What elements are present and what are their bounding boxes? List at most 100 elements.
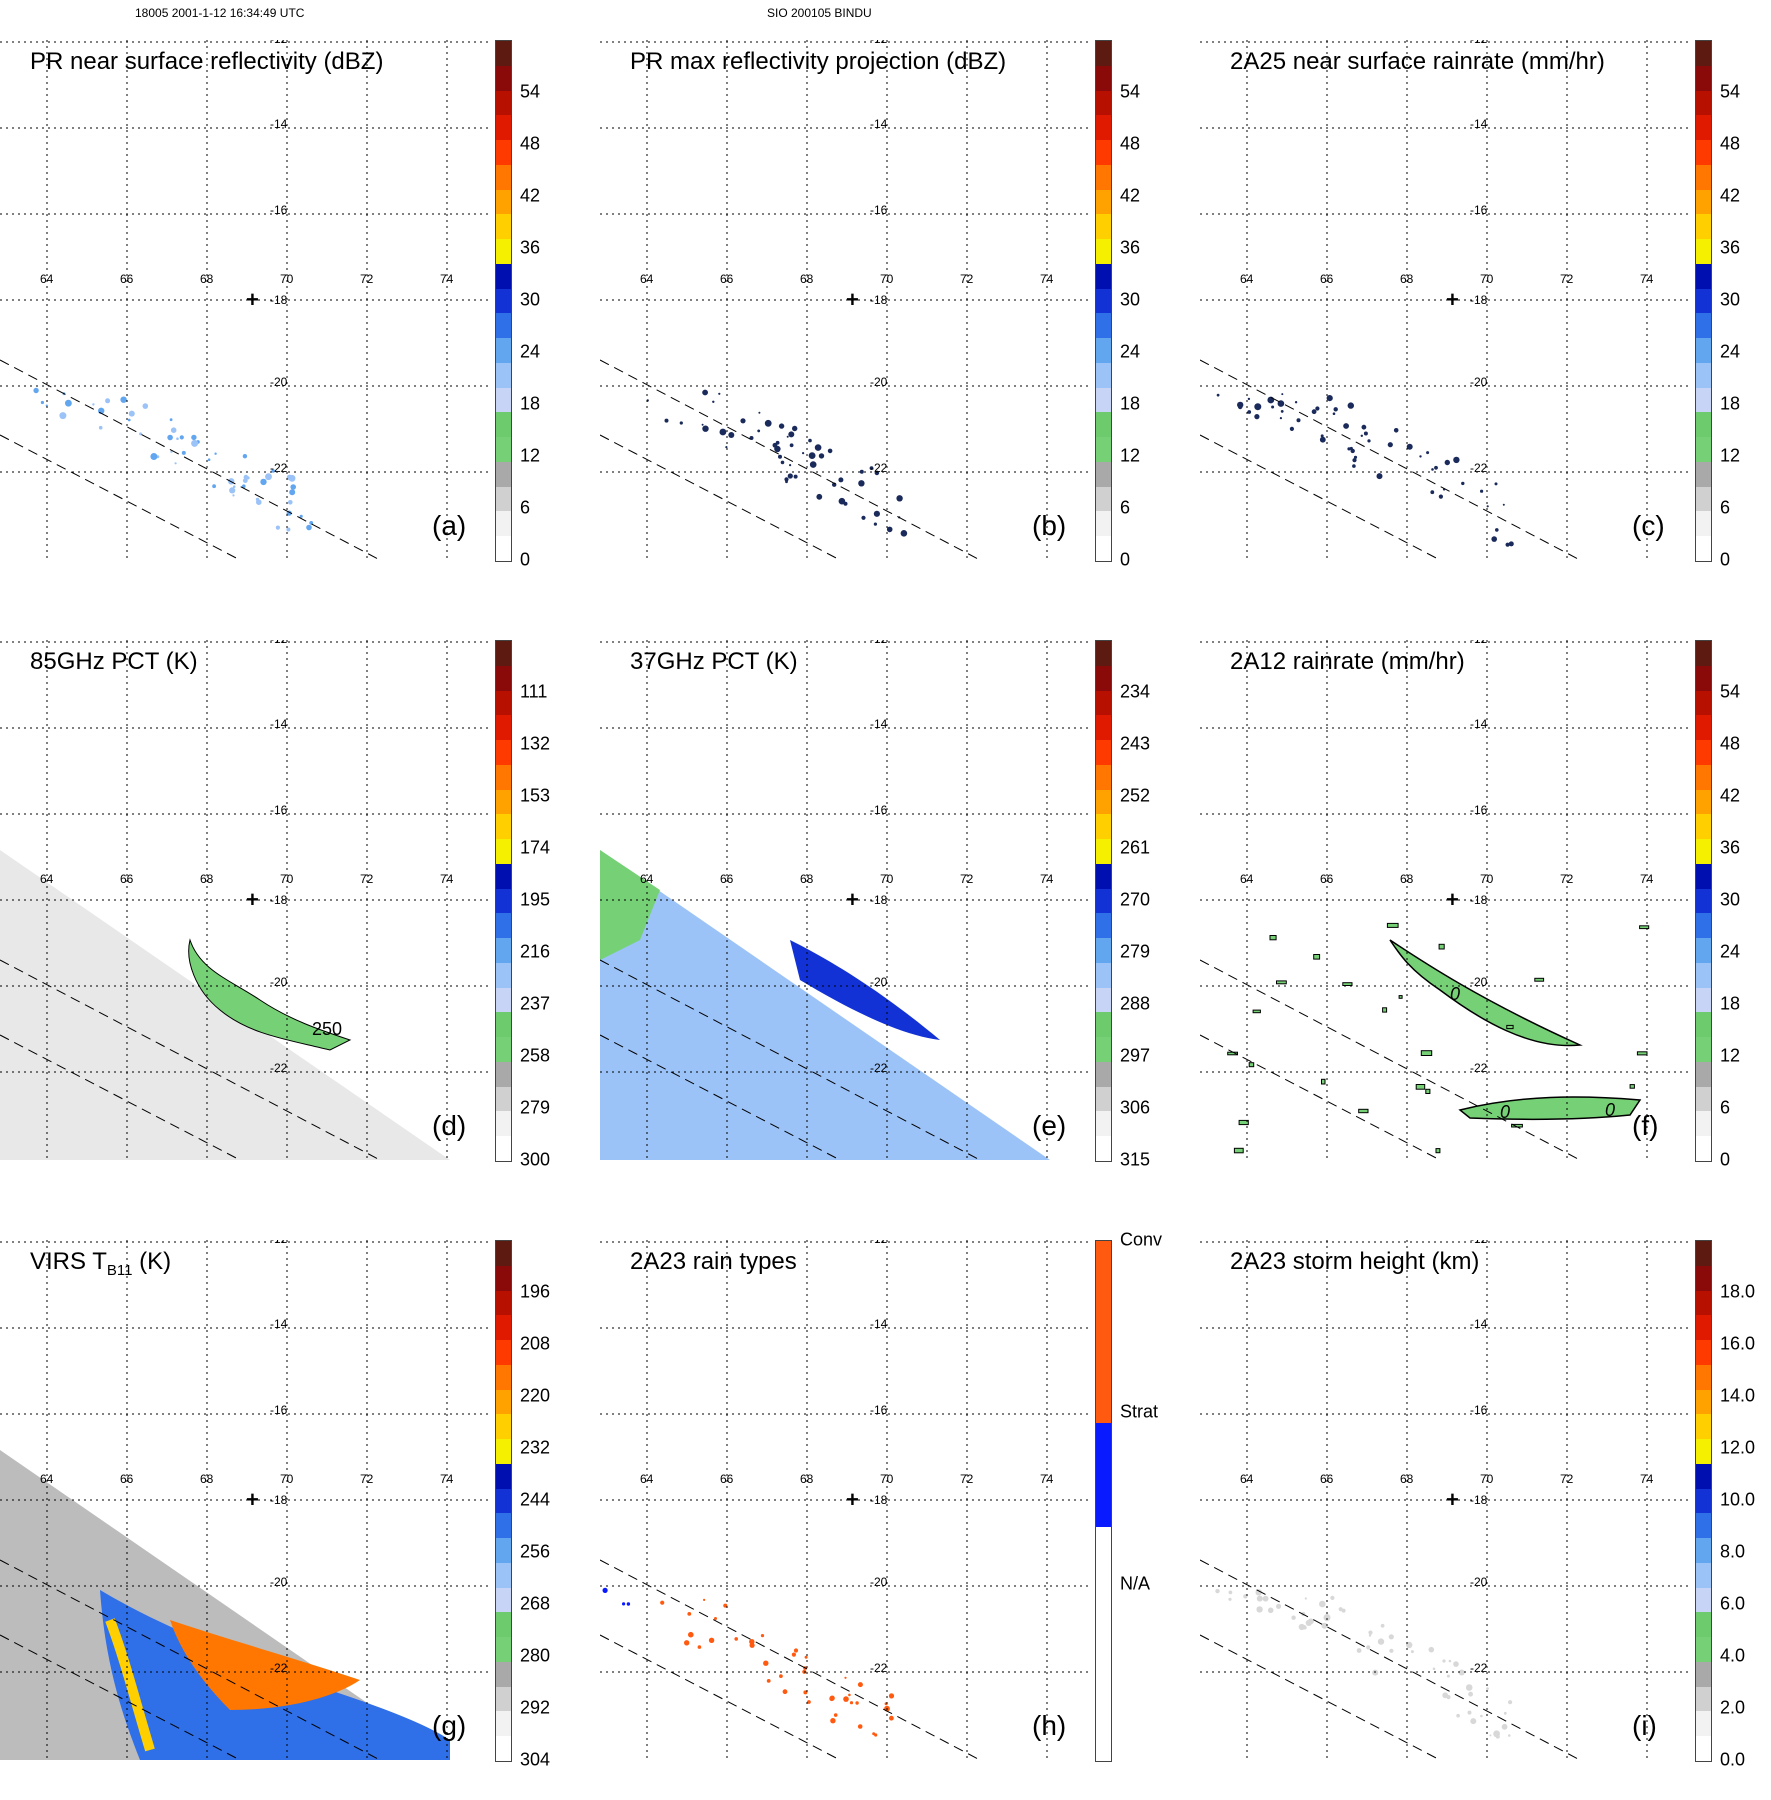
colorbar-segment <box>1096 764 1111 790</box>
colorbar-tick-label: 6 <box>1720 1097 1731 1118</box>
colorbar-tick-label: 24 <box>1720 341 1741 362</box>
rain-band <box>1389 939 1583 1047</box>
lon-tick-label: 66 <box>720 272 734 286</box>
rain-pixel <box>793 474 798 479</box>
colorbar-segment <box>1696 486 1711 512</box>
colorbar-segment <box>496 387 511 413</box>
colorbar-segment <box>1096 115 1111 140</box>
colorbar-segment <box>1096 140 1111 165</box>
colorbar-segment <box>1696 1086 1711 1112</box>
panel-letter: (b) <box>1032 510 1067 541</box>
colorbar-segment <box>496 338 511 363</box>
rain-pixel <box>1382 1007 1388 1013</box>
rain-pixel <box>1267 1607 1274 1614</box>
rain-pixel <box>1326 395 1333 402</box>
colorbar-segment <box>1096 1111 1111 1136</box>
rain-pixel <box>1358 1108 1369 1114</box>
colorbar-segment <box>1096 164 1111 190</box>
rain-pixel <box>232 485 236 489</box>
rain-pixel <box>1431 468 1434 471</box>
colorbar-segment <box>496 536 511 561</box>
colorbar-segment <box>1696 690 1711 716</box>
colorbar-segment <box>1696 288 1711 314</box>
rain-pixel <box>271 469 276 473</box>
swath-edge <box>1200 1034 1441 1160</box>
lat-tick-label: -12 <box>270 640 288 646</box>
colorbar-tick-label: 12 <box>1720 1045 1741 1066</box>
colorbar-segment <box>496 511 511 536</box>
rain-pixel <box>170 450 173 453</box>
colorbar-tick-label: 42 <box>1120 185 1141 206</box>
colorbar-tick-label: 18 <box>520 393 541 414</box>
rain-pixel <box>1415 1084 1426 1090</box>
lat-tick-label: -12 <box>1470 640 1488 646</box>
colorbar-tick-label: 304 <box>520 1749 551 1770</box>
colorbar-segment <box>1696 338 1711 363</box>
lat-tick-label: -16 <box>1470 1403 1488 1417</box>
rain-pixel <box>1276 980 1287 985</box>
rain-pixel <box>1629 1084 1635 1089</box>
colorbar-segment <box>496 140 511 165</box>
colorbar-tick-label: 12 <box>1120 445 1141 466</box>
colorbar-tick-label: 261 <box>1120 837 1151 858</box>
title-subscript: B11 <box>106 1261 133 1279</box>
colorbar-segment <box>1096 288 1111 314</box>
rain-pixel <box>212 484 217 489</box>
rain-pixel <box>816 493 823 500</box>
colorbar-segment <box>1696 1538 1711 1563</box>
colorbar-segment <box>1096 1037 1111 1062</box>
lon-tick-label: 70 <box>880 1472 894 1486</box>
rain-pixel <box>1453 1661 1459 1667</box>
rain-pixel <box>1271 405 1275 409</box>
colorbar-segment <box>1096 1086 1111 1112</box>
data-field <box>646 389 908 537</box>
colorbar-segment <box>1696 214 1711 239</box>
lat-tick-label: -14 <box>270 717 288 731</box>
colorbar-tick-label: 288 <box>1120 993 1151 1014</box>
lon-tick-label: 70 <box>280 272 294 286</box>
swath-edge <box>1200 359 1581 560</box>
lon-tick-label: 72 <box>960 872 974 886</box>
colorbar-tick-label: 280 <box>520 1645 551 1666</box>
lat-tick-label: -14 <box>270 117 288 131</box>
colorbar-segment <box>1696 1315 1711 1340</box>
colorbar-segment <box>1096 437 1111 462</box>
colorbar-tick-label: 54 <box>520 81 541 102</box>
rain-pixel <box>1393 428 1399 433</box>
rain-pixel <box>1333 407 1338 412</box>
colorbar-tick-label: Strat <box>1120 1401 1159 1422</box>
lon-tick-label: 74 <box>440 1472 454 1486</box>
colorbar-tick-label: 6 <box>1720 497 1731 518</box>
rain-pixel <box>869 466 874 470</box>
panel-title: 2A12 rainrate (mm/hr) <box>1230 648 1465 675</box>
rain-pixel <box>1353 455 1358 459</box>
rain-pixel <box>1503 1711 1507 1715</box>
colorbar-segment <box>1096 90 1111 116</box>
colorbar-segment <box>496 164 511 190</box>
colorbar-tick-label: 12.0 <box>1720 1437 1756 1458</box>
rain-band <box>1458 1096 1642 1120</box>
colorbar-tick-label: 256 <box>520 1541 551 1562</box>
rain-pixel <box>260 478 267 486</box>
colorbar-segment <box>1096 715 1111 740</box>
map-plot: -12 -14 -16 -18 -20 -22 64 66 68 70 72 74 + <box>600 40 1090 560</box>
rain-type-pixel <box>803 1690 808 1695</box>
rain-pixel <box>1315 406 1320 411</box>
rain-pixel <box>740 418 746 424</box>
rain-pixel <box>214 452 217 455</box>
rain-pixel <box>65 399 72 407</box>
swath-edge <box>600 959 981 1160</box>
rain-pixel <box>98 425 103 430</box>
ocean-warm <box>600 850 660 960</box>
colorbar-tick-label: 243 <box>1120 733 1151 754</box>
colorbar-segment <box>1696 839 1711 864</box>
rain-pixel <box>242 454 248 459</box>
colorbar-tick-label: 14.0 <box>1720 1385 1756 1406</box>
colorbar-tick-label: 268 <box>520 1593 551 1614</box>
rain-pixel <box>702 389 708 396</box>
map-panel-g: -12 -14 -16 -18 -20 -22 64 66 68 70 72 74 + VIRS TB11… <box>0 1240 550 1800</box>
colorbar-segment <box>1696 1513 1711 1538</box>
lon-tick-label: 64 <box>1240 1472 1254 1486</box>
rain-pixel <box>1269 935 1277 941</box>
colorbar-segment <box>496 214 511 239</box>
